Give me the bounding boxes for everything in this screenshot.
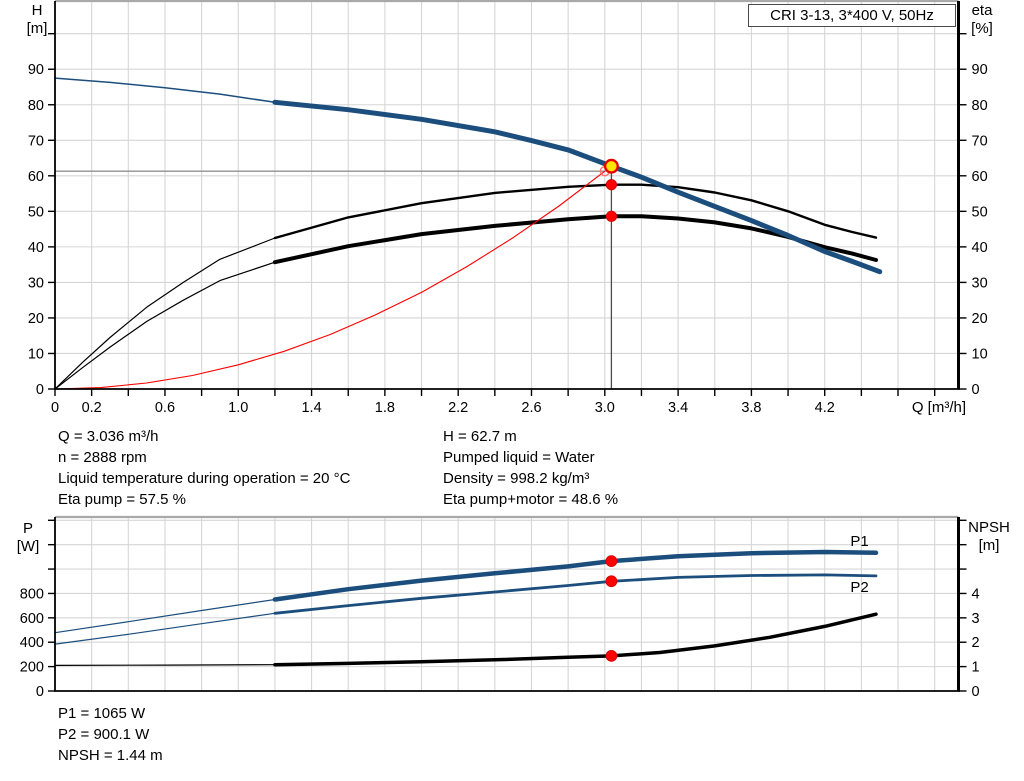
svg-text:0: 0 xyxy=(972,684,980,700)
power-npsh-chart: P1 P2 0 200 400 600 800 0 1 2 3 4 xyxy=(20,515,980,700)
eta-pump-motor-extension-curve xyxy=(54,261,276,390)
right-ticks: 0 1 2 3 4 xyxy=(958,519,980,700)
svg-text:1: 1 xyxy=(972,660,980,676)
svg-text:4: 4 xyxy=(972,586,980,602)
head-axis-title: H [m] xyxy=(26,2,48,37)
markers xyxy=(599,158,619,222)
svg-text:50: 50 xyxy=(972,204,988,220)
svg-text:3: 3 xyxy=(972,611,980,627)
svg-text:2: 2 xyxy=(972,635,980,651)
grid xyxy=(55,1,959,389)
flow-axis-title: Q [m³/h] xyxy=(911,399,966,416)
svg-text:3.0: 3.0 xyxy=(595,400,615,416)
svg-text:600: 600 xyxy=(20,611,44,627)
svg-text:800: 800 xyxy=(20,586,44,602)
svg-text:40: 40 xyxy=(972,240,988,256)
svg-text:2.2: 2.2 xyxy=(448,400,468,416)
svg-text:60: 60 xyxy=(972,169,988,185)
svg-text:60: 60 xyxy=(28,169,44,185)
svg-text:0: 0 xyxy=(36,382,44,398)
p2-duty-marker xyxy=(605,575,618,588)
axes xyxy=(54,515,960,692)
svg-text:30: 30 xyxy=(28,275,44,291)
eta-pump-motor-duty-marker xyxy=(605,210,617,222)
svg-text:70: 70 xyxy=(972,133,988,149)
duty-point-marker xyxy=(603,158,619,174)
svg-text:0: 0 xyxy=(36,684,44,700)
svg-text:4.2: 4.2 xyxy=(815,400,835,416)
result-data: P1 = 1065 W P2 = 900.1 W NPSH = 1.44 m xyxy=(58,705,163,764)
power-axis-title: P [W] xyxy=(16,520,40,555)
svg-text:0: 0 xyxy=(972,382,980,398)
svg-text:80: 80 xyxy=(28,98,44,114)
p1-duty-marker xyxy=(605,555,618,568)
markers xyxy=(605,555,618,662)
svg-text:10: 10 xyxy=(28,346,44,362)
left-ticks: 0 10 20 30 40 50 60 70 80 90 xyxy=(28,32,55,398)
operating-data-left: Q = 3.036 m³/h n = 2888 rpm Liquid tempe… xyxy=(58,428,351,508)
svg-text:1.4: 1.4 xyxy=(301,400,321,416)
svg-text:0.6: 0.6 xyxy=(155,400,175,416)
eta-pump-duty-marker xyxy=(605,179,617,191)
svg-text:400: 400 xyxy=(20,635,44,651)
x-ticks: 0 0.2 0.6 1.0 1.4 1.8 2.2 2.6 3.0 3.4 3.8 4.2 xyxy=(51,389,936,416)
series xyxy=(54,77,883,390)
svg-text:200: 200 xyxy=(20,660,44,676)
npsh-axis-title: NPSH [m] xyxy=(968,519,1010,554)
npsh-extension-curve xyxy=(54,664,276,667)
p2-extension-curve xyxy=(54,612,276,645)
svg-text:1.0: 1.0 xyxy=(228,400,248,416)
svg-text:3.8: 3.8 xyxy=(741,400,761,416)
svg-text:90: 90 xyxy=(28,62,44,78)
svg-text:40: 40 xyxy=(28,240,44,256)
right-ticks: 0 10 20 30 40 50 60 70 80 90 xyxy=(958,32,988,398)
svg-text:20: 20 xyxy=(28,311,44,327)
series-label-P1: P1 xyxy=(850,533,868,550)
pump-type-box: CRI 3-13, 3*400 V, 50Hz xyxy=(748,4,956,27)
svg-text:1.8: 1.8 xyxy=(375,400,395,416)
svg-text:20: 20 xyxy=(972,311,988,327)
svg-text:10: 10 xyxy=(972,346,988,362)
svg-text:80: 80 xyxy=(972,98,988,114)
eta-pump-motor-curve xyxy=(272,214,878,265)
svg-text:3.4: 3.4 xyxy=(668,400,688,416)
left-ticks: 0 200 400 600 800 xyxy=(20,519,55,700)
svg-text:90: 90 xyxy=(972,62,988,78)
p1-curve xyxy=(272,549,879,602)
svg-text:50: 50 xyxy=(28,204,44,220)
system-curve xyxy=(54,170,606,390)
svg-text:0: 0 xyxy=(51,400,59,416)
svg-text:0.2: 0.2 xyxy=(82,400,102,416)
p2-curve xyxy=(273,573,878,615)
head-extension-curve xyxy=(54,77,276,104)
svg-text:30: 30 xyxy=(972,275,988,291)
eta-axis-title: eta [%] xyxy=(971,2,993,37)
operating-data-right: H = 62.7 m Pumped liquid = Water Density… xyxy=(443,428,619,508)
duty-crosshair xyxy=(55,166,613,389)
series-label-P2: P2 xyxy=(850,579,868,596)
p1-extension-curve xyxy=(54,598,276,634)
svg-text:2.6: 2.6 xyxy=(521,400,541,416)
npsh-curve xyxy=(273,612,878,667)
axes xyxy=(54,0,960,390)
head-curve xyxy=(272,99,883,275)
eta-pump-extension-curve xyxy=(54,237,276,390)
svg-text:70: 70 xyxy=(28,133,44,149)
npsh-duty-marker xyxy=(605,649,618,662)
